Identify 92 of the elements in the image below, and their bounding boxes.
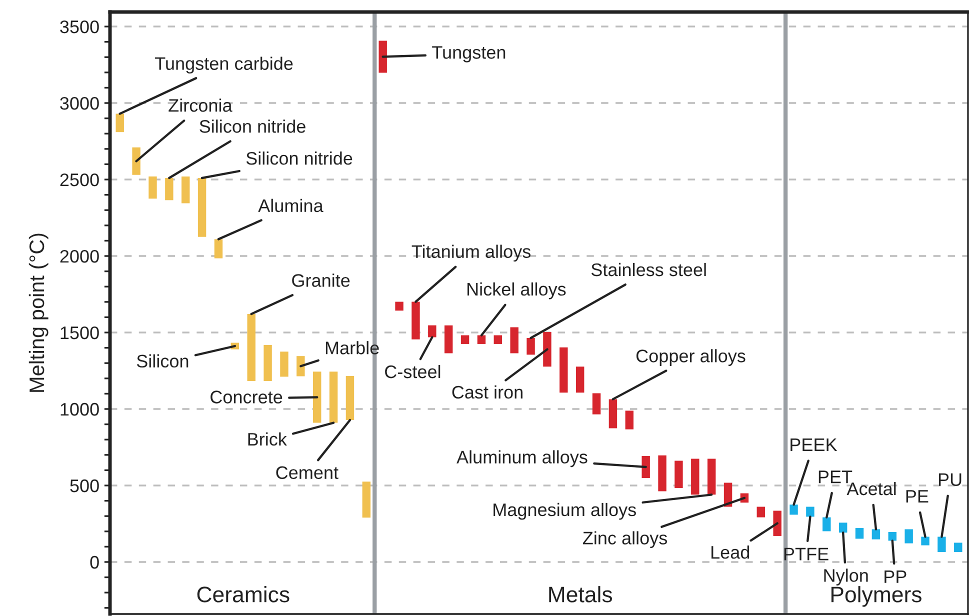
annotation: Alumina (258, 198, 324, 212)
bar (132, 147, 140, 175)
annotation: Marble (326, 341, 379, 354)
bar (378, 40, 387, 73)
bar (872, 529, 880, 540)
bar (165, 178, 174, 200)
bar (904, 529, 913, 544)
y-tick-label: 3000 (60, 96, 99, 110)
bar (822, 517, 831, 532)
bar (888, 532, 896, 541)
annotation: PTFE (784, 548, 828, 560)
bar (526, 338, 535, 355)
bar (625, 410, 634, 430)
bar (790, 504, 798, 515)
y-tick-label: 3500 (60, 20, 99, 34)
bar (576, 366, 584, 393)
bar (838, 522, 848, 533)
annotation: Silicon nitride (246, 152, 352, 165)
bar (938, 536, 946, 552)
annotation: Nylon (824, 568, 868, 586)
y-tick-label: 2500 (60, 173, 99, 186)
bar (148, 176, 157, 199)
annotation: PEEK (790, 438, 838, 451)
bar (756, 506, 766, 518)
annotation: Stainless steel (591, 262, 706, 276)
bar (116, 114, 124, 132)
annotation: PE (906, 490, 928, 503)
bar (346, 376, 354, 420)
annotation: Silicon nitride (200, 120, 306, 133)
y-tick-label: 0 (90, 556, 99, 569)
bar (182, 176, 190, 204)
bar (296, 356, 305, 376)
bar (855, 528, 864, 539)
annotation: Nickel alloys (468, 282, 566, 300)
annotation: Copper alloys (636, 349, 746, 366)
bar (428, 325, 436, 338)
bar (608, 399, 618, 428)
bar (806, 506, 814, 517)
bar (264, 345, 272, 381)
annotation: Titanium alloys (412, 244, 530, 262)
annotation: Aluminum alloys (456, 450, 588, 468)
bar (412, 302, 420, 340)
bar (494, 335, 502, 344)
bar (592, 393, 601, 414)
bar (773, 510, 782, 536)
y-tick-label: 2000 (60, 250, 99, 263)
annotation: PU (938, 473, 962, 486)
annotation: Cement (276, 466, 338, 480)
annotation: Magnesium alloys (494, 502, 636, 520)
annotation: PP (884, 570, 906, 583)
annotation: Acetal (846, 482, 896, 496)
bar (658, 455, 666, 492)
annotation: Granite (292, 274, 350, 287)
annotation: Ceramics (197, 586, 290, 602)
annotation: Zinc alloys (582, 531, 668, 548)
annotation: Lead (712, 545, 750, 559)
annotation: PET (818, 470, 852, 484)
annotation: C-steel (385, 364, 440, 378)
annotation: Metals (549, 586, 612, 602)
bar (280, 352, 288, 377)
bar (642, 456, 650, 478)
annotation: Tungsten carbide (155, 56, 293, 74)
bar (214, 239, 223, 258)
y-axis-title: Melting point (°C) (28, 234, 48, 392)
bar (444, 325, 453, 354)
bar (543, 332, 552, 367)
annotation: Zirconia (168, 98, 232, 112)
annotation: Brick (248, 432, 287, 446)
annotation: Tungsten (432, 46, 506, 62)
bar (707, 458, 716, 495)
bar (724, 482, 732, 507)
y-tick-label: 500 (70, 479, 99, 492)
annotation: Silicon (136, 354, 188, 368)
bar (362, 482, 371, 518)
y-tick-label: 1500 (60, 326, 99, 340)
bar (395, 302, 404, 311)
y-tick-label: 1000 (60, 402, 99, 416)
annotation: Concrete (210, 390, 282, 404)
bar (954, 542, 962, 552)
bar (312, 372, 322, 423)
annotation: Polymers (831, 586, 922, 607)
bar (691, 458, 700, 495)
bar (247, 314, 256, 381)
bar (460, 335, 470, 344)
bar (921, 536, 930, 546)
bar (477, 335, 486, 344)
bar (560, 347, 568, 393)
bar (329, 372, 338, 423)
bar (674, 460, 683, 488)
bar (510, 327, 518, 354)
bar (198, 178, 206, 237)
annotation: Cast iron (452, 385, 522, 399)
